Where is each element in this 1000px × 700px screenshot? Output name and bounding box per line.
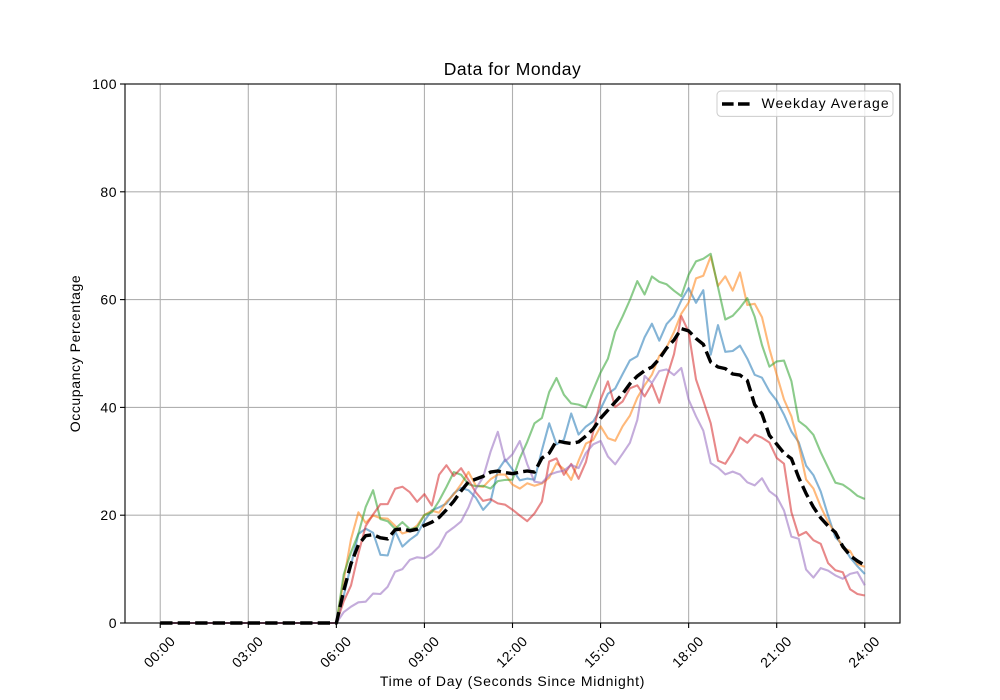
svg-text:Data for Monday: Data for Monday xyxy=(444,59,582,79)
svg-text:Occupancy Percentage: Occupancy Percentage xyxy=(67,275,83,433)
svg-text:80: 80 xyxy=(100,184,117,200)
svg-text:20: 20 xyxy=(100,507,117,523)
svg-text:100: 100 xyxy=(92,76,117,92)
svg-text:Time of Day (Seconds Since Mid: Time of Day (Seconds Since Midnight) xyxy=(380,673,645,689)
svg-text:60: 60 xyxy=(100,292,117,308)
svg-text:Weekday Average: Weekday Average xyxy=(762,95,890,111)
svg-text:40: 40 xyxy=(100,399,117,415)
svg-text:0: 0 xyxy=(109,615,117,631)
